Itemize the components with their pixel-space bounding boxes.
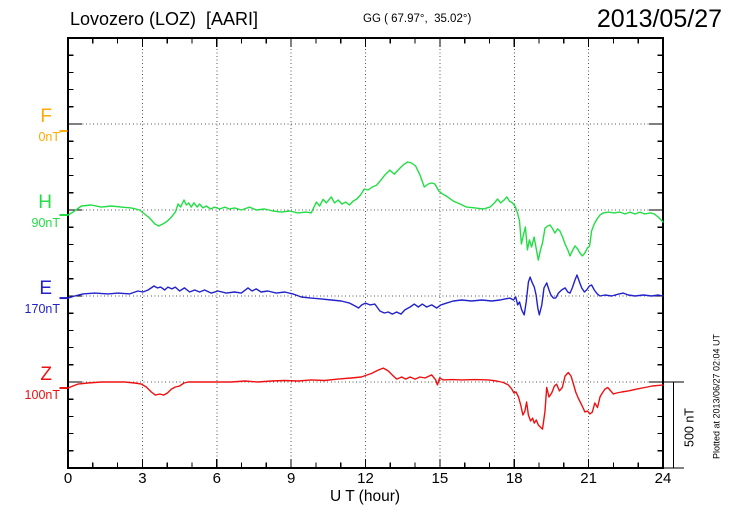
component-label-H: H [38,192,52,213]
trace-H [67,161,664,261]
trace-E [67,274,664,316]
component-offset-F: 0nT [38,130,60,144]
gridlines [68,38,663,468]
x-tick-label-6: 6 [212,470,221,487]
x-tick-label-15: 15 [431,470,449,487]
x-tick-label-0: 0 [63,470,73,487]
gg-coordinates: GG ( 67.97°, 35.02°) [363,13,472,25]
trace-Z [67,367,664,430]
scale-bar [663,381,684,469]
component-offset-E: 170nT [24,302,60,316]
x-tick-label-21: 21 [580,470,597,487]
station-title: Lovozero (LOZ) [AARI] [70,9,259,29]
plot-date: 2013/05/27 [596,5,722,33]
component-offset-H: 90nT [31,216,61,230]
component-label-F: F [40,106,52,127]
axis-ticks [68,38,663,468]
component-offset-Z: 100nT [24,388,60,402]
component-label-E: E [39,278,52,299]
x-tick-label-24: 24 [654,470,672,487]
scale-bar-label: 500 nT [682,408,697,447]
plotted-timestamp: Plotted at 2013/06/27 02:04 UT [711,333,722,460]
component-label-Z: Z [40,364,52,385]
x-axis-label: U T (hour) [329,488,401,505]
x-tick-label-18: 18 [505,470,523,487]
plot-frame [67,37,664,469]
x-tick-label-9: 9 [286,470,296,487]
x-tick-label-3: 3 [138,470,147,487]
x-tick-label-12: 12 [357,470,374,487]
